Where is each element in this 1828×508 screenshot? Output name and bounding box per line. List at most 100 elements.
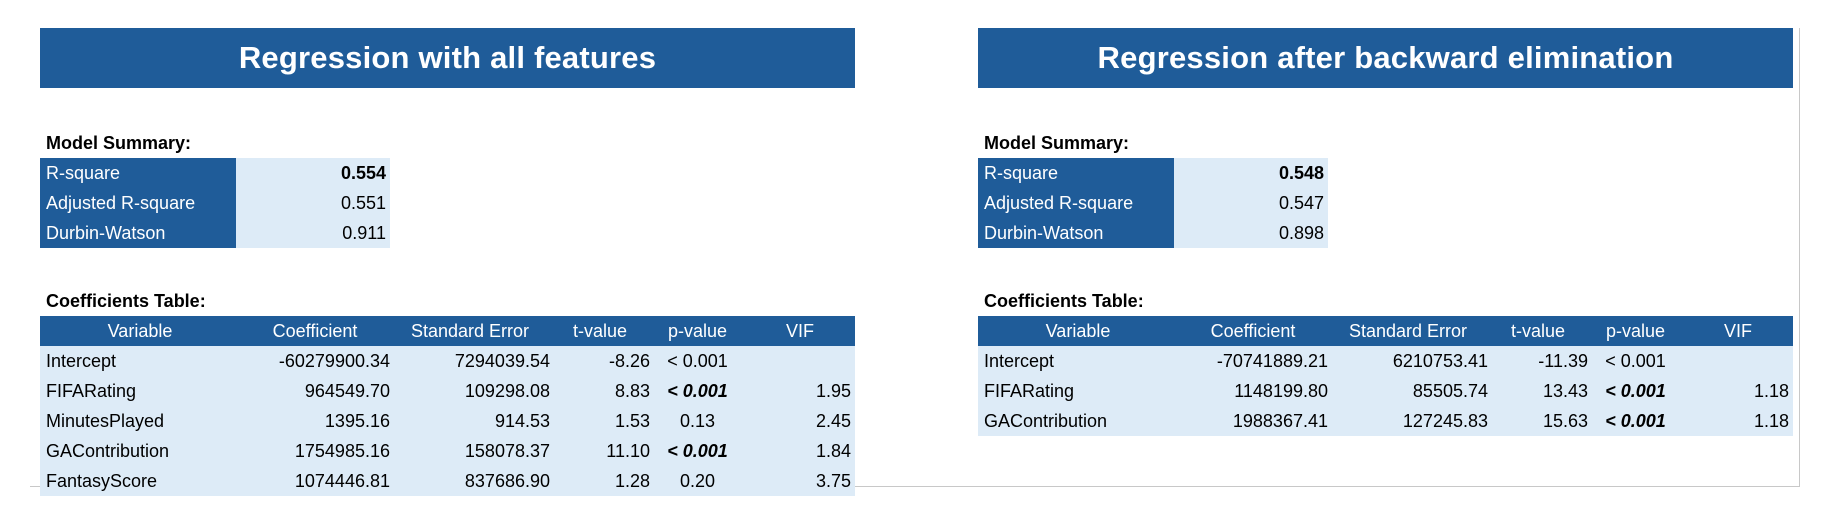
coef-header-row: Variable Coefficient Standard Error t-va… — [978, 316, 1793, 346]
summary-key: R-square — [40, 158, 236, 188]
coefficients-label: Coefficients Table: — [984, 291, 1144, 311]
cell-variable: GAContribution — [978, 406, 1178, 436]
summary-key: Durbin-Watson — [40, 218, 236, 248]
header-std-error: Standard Error — [1328, 316, 1488, 346]
cell-std-error: 127245.83 — [1328, 406, 1488, 436]
summary-value: 0.911 — [236, 218, 390, 248]
cell-std-error: 914.53 — [390, 406, 550, 436]
cell-coefficient: 1074446.81 — [240, 466, 390, 496]
header-coefficient: Coefficient — [240, 316, 390, 346]
cell-vif: 2.45 — [745, 406, 855, 436]
cell-p-value: 0.13 — [650, 406, 745, 436]
cell-coefficient: 964549.70 — [240, 376, 390, 406]
coefficients-table: Variable Coefficient Standard Error t-va… — [978, 316, 1793, 436]
summary-value: 0.547 — [1174, 188, 1328, 218]
cell-p-value: 0.20 — [650, 466, 745, 496]
cell-p-value: < 0.001 — [650, 376, 745, 406]
table-row: MinutesPlayed 1395.16 914.53 1.53 0.13 2… — [40, 406, 855, 436]
summary-value: 0.551 — [236, 188, 390, 218]
panel-title: Regression with all features — [40, 28, 855, 88]
cell-coefficient: 1148199.80 — [1178, 376, 1328, 406]
header-vif: VIF — [745, 316, 855, 346]
cell-t-value: 11.10 — [550, 436, 650, 466]
cell-vif — [1683, 346, 1793, 376]
cell-t-value: 1.28 — [550, 466, 650, 496]
summary-key: R-square — [978, 158, 1174, 188]
cell-t-value: -8.26 — [550, 346, 650, 376]
cell-p-value: < 0.001 — [650, 436, 745, 466]
frame-border-right — [1799, 28, 1800, 487]
cell-p-value: < 0.001 — [1588, 376, 1683, 406]
cell-variable: Intercept — [40, 346, 240, 376]
cell-std-error: 85505.74 — [1328, 376, 1488, 406]
header-std-error: Standard Error — [390, 316, 550, 346]
cell-vif: 1.95 — [745, 376, 855, 406]
summary-row: Durbin-Watson 0.898 — [978, 218, 1328, 248]
cell-std-error: 837686.90 — [390, 466, 550, 496]
coefficients-label: Coefficients Table: — [46, 291, 206, 311]
cell-std-error: 158078.37 — [390, 436, 550, 466]
cell-vif — [745, 346, 855, 376]
cell-t-value: -11.39 — [1488, 346, 1588, 376]
cell-variable: FIFARating — [40, 376, 240, 406]
table-row: Intercept -70741889.21 6210753.41 -11.39… — [978, 346, 1793, 376]
cell-p-value: < 0.001 — [1588, 406, 1683, 436]
cell-coefficient: 1395.16 — [240, 406, 390, 436]
cell-variable: Intercept — [978, 346, 1178, 376]
cell-p-value: < 0.001 — [1588, 346, 1683, 376]
summary-key: Adjusted R-square — [40, 188, 236, 218]
header-t-value: t-value — [1488, 316, 1588, 346]
summary-row: Adjusted R-square 0.551 — [40, 188, 390, 218]
header-p-value: p-value — [1588, 316, 1683, 346]
cell-coefficient: 1988367.41 — [1178, 406, 1328, 436]
header-variable: Variable — [40, 316, 240, 346]
model-summary-table: R-square 0.548 Adjusted R-square 0.547 D… — [978, 158, 1328, 248]
summary-key: Durbin-Watson — [978, 218, 1174, 248]
table-row: FIFARating 964549.70 109298.08 8.83 < 0.… — [40, 376, 855, 406]
summary-row: Adjusted R-square 0.547 — [978, 188, 1328, 218]
cell-variable: MinutesPlayed — [40, 406, 240, 436]
panel-backward-elimination: Regression after backward elimination Mo… — [978, 28, 1793, 436]
model-summary-label: Model Summary: — [984, 133, 1130, 153]
table-row: FantasyScore 1074446.81 837686.90 1.28 0… — [40, 466, 855, 496]
cell-variable: GAContribution — [40, 436, 240, 466]
coefficients-table: Variable Coefficient Standard Error t-va… — [40, 316, 855, 496]
model-summary-label: Model Summary: — [46, 133, 192, 153]
summary-row: R-square 0.548 — [978, 158, 1328, 188]
header-t-value: t-value — [550, 316, 650, 346]
cell-p-value: < 0.001 — [650, 346, 745, 376]
cell-std-error: 7294039.54 — [390, 346, 550, 376]
summary-value: 0.548 — [1174, 158, 1328, 188]
summary-value: 0.898 — [1174, 218, 1328, 248]
panel-title: Regression after backward elimination — [978, 28, 1793, 88]
cell-vif: 1.84 — [745, 436, 855, 466]
summary-row: R-square 0.554 — [40, 158, 390, 188]
cell-t-value: 1.53 — [550, 406, 650, 436]
cell-t-value: 13.43 — [1488, 376, 1588, 406]
cell-coefficient: -70741889.21 — [1178, 346, 1328, 376]
cell-t-value: 8.83 — [550, 376, 650, 406]
cell-vif: 1.18 — [1683, 406, 1793, 436]
cell-coefficient: -60279900.34 — [240, 346, 390, 376]
summary-row: Durbin-Watson 0.911 — [40, 218, 390, 248]
header-coefficient: Coefficient — [1178, 316, 1328, 346]
table-row: Intercept -60279900.34 7294039.54 -8.26 … — [40, 346, 855, 376]
header-vif: VIF — [1683, 316, 1793, 346]
cell-vif: 1.18 — [1683, 376, 1793, 406]
cell-variable: FIFARating — [978, 376, 1178, 406]
cell-coefficient: 1754985.16 — [240, 436, 390, 466]
summary-key: Adjusted R-square — [978, 188, 1174, 218]
summary-value: 0.554 — [236, 158, 390, 188]
model-summary-table: R-square 0.554 Adjusted R-square 0.551 D… — [40, 158, 390, 248]
table-row: GAContribution 1988367.41 127245.83 15.6… — [978, 406, 1793, 436]
frame-border-bottom — [30, 486, 1800, 487]
cell-std-error: 6210753.41 — [1328, 346, 1488, 376]
coef-header-row: Variable Coefficient Standard Error t-va… — [40, 316, 855, 346]
header-p-value: p-value — [650, 316, 745, 346]
table-row: FIFARating 1148199.80 85505.74 13.43 < 0… — [978, 376, 1793, 406]
cell-vif: 3.75 — [745, 466, 855, 496]
panel-all-features: Regression with all features Model Summa… — [40, 28, 855, 496]
cell-t-value: 15.63 — [1488, 406, 1588, 436]
cell-variable: FantasyScore — [40, 466, 240, 496]
table-row: GAContribution 1754985.16 158078.37 11.1… — [40, 436, 855, 466]
